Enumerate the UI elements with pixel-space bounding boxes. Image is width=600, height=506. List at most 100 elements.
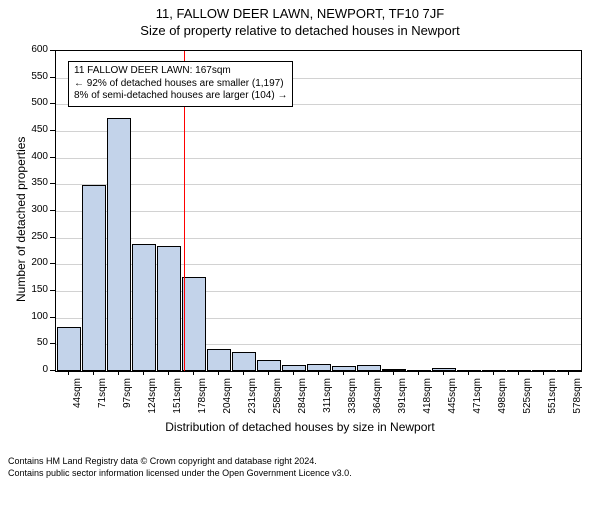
x-tick-label: 525sqm bbox=[522, 378, 533, 418]
y-tick-mark bbox=[50, 183, 55, 184]
histogram-bar bbox=[532, 370, 556, 372]
chart-title-main: 11, FALLOW DEER LAWN, NEWPORT, TF10 7JF bbox=[0, 6, 600, 21]
y-tick-mark bbox=[50, 210, 55, 211]
attribution-line: Contains public sector information licen… bbox=[8, 468, 592, 480]
x-tick-mark bbox=[443, 370, 444, 375]
x-tick-mark bbox=[68, 370, 69, 375]
y-tick-mark bbox=[50, 263, 55, 264]
x-tick-label: 124sqm bbox=[147, 378, 158, 418]
x-tick-label: 97sqm bbox=[122, 378, 133, 418]
y-tick-mark bbox=[50, 237, 55, 238]
x-tick-label: 151sqm bbox=[172, 378, 183, 418]
x-tick-mark bbox=[293, 370, 294, 375]
histogram-bar bbox=[157, 246, 181, 371]
y-tick-mark bbox=[50, 103, 55, 104]
histogram-bar bbox=[307, 364, 331, 371]
histogram-bar bbox=[182, 277, 206, 371]
y-tick-label: 300 bbox=[23, 204, 48, 215]
x-tick-label: 44sqm bbox=[72, 378, 83, 418]
y-tick-label: 350 bbox=[23, 177, 48, 188]
histogram-bar bbox=[382, 369, 406, 371]
x-tick-label: 551sqm bbox=[547, 378, 558, 418]
x-tick-label: 445sqm bbox=[447, 378, 458, 418]
y-tick-label: 50 bbox=[23, 337, 48, 348]
y-tick-mark bbox=[50, 370, 55, 371]
histogram-bar bbox=[57, 327, 81, 371]
histogram-bar bbox=[407, 370, 431, 372]
x-tick-mark bbox=[318, 370, 319, 375]
y-tick-mark bbox=[50, 290, 55, 291]
x-tick-label: 391sqm bbox=[397, 378, 408, 418]
y-tick-label: 100 bbox=[23, 311, 48, 322]
gridline-horizontal bbox=[56, 158, 581, 159]
y-tick-label: 150 bbox=[23, 284, 48, 295]
x-tick-label: 71sqm bbox=[97, 378, 108, 418]
y-tick-mark bbox=[50, 50, 55, 51]
x-tick-mark bbox=[518, 370, 519, 375]
y-tick-label: 550 bbox=[23, 71, 48, 82]
histogram-bar bbox=[232, 352, 256, 371]
x-tick-mark bbox=[268, 370, 269, 375]
y-tick-label: 200 bbox=[23, 257, 48, 268]
x-tick-mark bbox=[393, 370, 394, 375]
x-tick-label: 231sqm bbox=[247, 378, 258, 418]
gridline-horizontal bbox=[56, 184, 581, 185]
histogram-bar bbox=[257, 360, 281, 371]
histogram-bar bbox=[282, 365, 306, 371]
x-tick-mark bbox=[468, 370, 469, 375]
x-tick-mark bbox=[418, 370, 419, 375]
histogram-bar bbox=[357, 365, 381, 371]
histogram-bar bbox=[432, 368, 456, 371]
info-line: 11 FALLOW DEER LAWN: 167sqm bbox=[74, 65, 287, 78]
x-tick-mark bbox=[368, 370, 369, 375]
info-line: ← 92% of detached houses are smaller (1,… bbox=[74, 78, 287, 91]
histogram-bar bbox=[132, 244, 156, 371]
y-tick-mark bbox=[50, 77, 55, 78]
x-tick-mark bbox=[243, 370, 244, 375]
x-tick-mark bbox=[493, 370, 494, 375]
y-tick-mark bbox=[50, 343, 55, 344]
gridline-horizontal bbox=[56, 131, 581, 132]
info-line: 8% of semi-detached houses are larger (1… bbox=[74, 90, 287, 103]
x-tick-label: 364sqm bbox=[372, 378, 383, 418]
x-tick-mark bbox=[118, 370, 119, 375]
y-tick-label: 600 bbox=[23, 44, 48, 55]
x-tick-mark bbox=[143, 370, 144, 375]
gridline-horizontal bbox=[56, 211, 581, 212]
y-tick-mark bbox=[50, 157, 55, 158]
x-tick-mark bbox=[343, 370, 344, 375]
y-tick-label: 0 bbox=[23, 364, 48, 375]
y-tick-label: 450 bbox=[23, 124, 48, 135]
x-tick-mark bbox=[543, 370, 544, 375]
x-tick-mark bbox=[93, 370, 94, 375]
x-tick-label: 284sqm bbox=[297, 378, 308, 418]
x-tick-mark bbox=[568, 370, 569, 375]
plot-area: 11 FALLOW DEER LAWN: 167sqm← 92% of deta… bbox=[55, 50, 582, 372]
property-info-box: 11 FALLOW DEER LAWN: 167sqm← 92% of deta… bbox=[68, 61, 293, 107]
y-tick-mark bbox=[50, 130, 55, 131]
x-axis-label: Distribution of detached houses by size … bbox=[0, 420, 600, 434]
gridline-horizontal bbox=[56, 238, 581, 239]
x-tick-label: 258sqm bbox=[272, 378, 283, 418]
y-tick-label: 500 bbox=[23, 97, 48, 108]
x-tick-label: 338sqm bbox=[347, 378, 358, 418]
histogram-bar bbox=[457, 370, 481, 372]
x-tick-label: 578sqm bbox=[572, 378, 583, 418]
chart-title-sub: Size of property relative to detached ho… bbox=[0, 23, 600, 38]
x-tick-label: 418sqm bbox=[422, 378, 433, 418]
y-tick-label: 400 bbox=[23, 151, 48, 162]
y-tick-mark bbox=[50, 317, 55, 318]
x-tick-label: 498sqm bbox=[497, 378, 508, 418]
attribution-block: Contains HM Land Registry data © Crown c… bbox=[0, 452, 600, 479]
attribution-line: Contains HM Land Registry data © Crown c… bbox=[8, 456, 592, 468]
x-tick-label: 178sqm bbox=[197, 378, 208, 418]
x-tick-mark bbox=[193, 370, 194, 375]
x-tick-label: 471sqm bbox=[472, 378, 483, 418]
x-tick-label: 311sqm bbox=[322, 378, 333, 418]
histogram-bar bbox=[82, 185, 106, 371]
histogram-bar bbox=[207, 349, 231, 371]
x-tick-mark bbox=[168, 370, 169, 375]
histogram-bar bbox=[482, 370, 506, 372]
histogram-bar bbox=[107, 118, 131, 371]
histogram-bar bbox=[557, 370, 581, 372]
